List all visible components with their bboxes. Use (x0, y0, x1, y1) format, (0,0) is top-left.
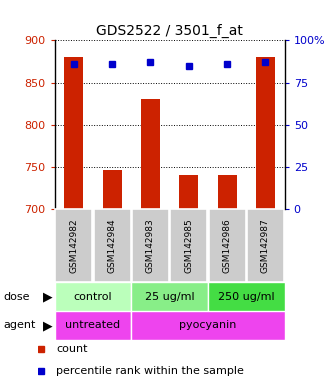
Bar (208, 282, 285, 311)
Bar (55, 282, 131, 311)
Bar (170, 209, 207, 282)
Text: GSM142984: GSM142984 (108, 218, 117, 273)
Text: percentile rank within the sample: percentile rank within the sample (57, 366, 244, 376)
Title: GDS2522 / 3501_f_at: GDS2522 / 3501_f_at (96, 24, 243, 38)
Bar (132, 209, 169, 282)
Bar (131, 311, 285, 340)
Bar (247, 209, 284, 282)
Text: count: count (57, 344, 88, 354)
Text: ▶: ▶ (43, 290, 53, 303)
Bar (103, 170, 122, 209)
Text: dose: dose (3, 291, 30, 302)
Bar (55, 311, 131, 340)
Text: GSM142986: GSM142986 (223, 218, 232, 273)
Text: 250 ug/ml: 250 ug/ml (218, 291, 275, 302)
Text: ▶: ▶ (43, 319, 53, 332)
Text: control: control (73, 291, 112, 302)
Text: pyocyanin: pyocyanin (179, 320, 237, 331)
Text: GSM142987: GSM142987 (261, 218, 270, 273)
Text: GSM142983: GSM142983 (146, 218, 155, 273)
Bar (131, 282, 208, 311)
Bar (209, 209, 246, 282)
Bar (55, 209, 92, 282)
Bar (256, 57, 275, 209)
Text: GSM142982: GSM142982 (69, 218, 78, 273)
Text: untreated: untreated (66, 320, 120, 331)
Bar (179, 175, 198, 209)
Bar (64, 57, 83, 209)
Text: 25 ug/ml: 25 ug/ml (145, 291, 194, 302)
Text: GSM142985: GSM142985 (184, 218, 193, 273)
Text: agent: agent (3, 320, 36, 331)
Bar (141, 99, 160, 209)
Bar (94, 209, 130, 282)
Bar (217, 175, 237, 209)
